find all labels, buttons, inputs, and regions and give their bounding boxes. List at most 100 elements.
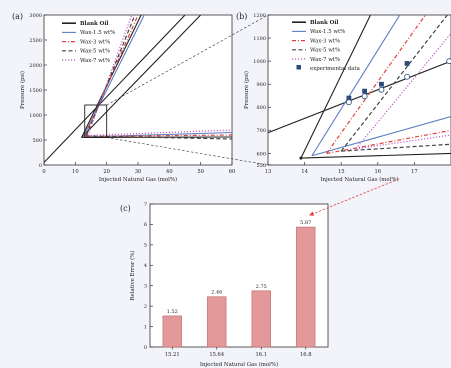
x-tick-label: 30 bbox=[135, 169, 142, 175]
series-line-wax-7-wt- bbox=[87, 129, 232, 137]
zoom-connector-line bbox=[106, 14, 269, 106]
legend: Blank Oil Wax-1.5 wt% Wax-3 wt% Wax-5 wt% Wa… bbox=[62, 21, 115, 64]
x-tick-label: 16 bbox=[374, 169, 381, 175]
bar bbox=[162, 315, 182, 348]
y-tick-label: 2000 bbox=[29, 63, 42, 69]
legend-entry: Wax-5 wt% bbox=[310, 48, 340, 54]
panel-label: (b) bbox=[236, 12, 247, 21]
zoom-box bbox=[84, 104, 108, 138]
panel-a: 0 10 20 30 40 50 60 0 500 1000 1500 2000 2500 3000 Inj… bbox=[12, 12, 235, 183]
y-tick-label: 800 bbox=[256, 105, 266, 111]
model-point bbox=[446, 58, 451, 65]
critical-point bbox=[299, 156, 303, 160]
x-tick-label: 0 bbox=[42, 169, 45, 175]
model-point bbox=[404, 73, 411, 80]
panel-b: 13 14 15 16 17 550 600 700 800 900 1000 1100 1200 Inj… bbox=[236, 12, 451, 183]
x-tick-label: 60 bbox=[229, 169, 236, 175]
y-tick-label: 0 bbox=[39, 163, 42, 169]
legend-entry: Wax-3 wt% bbox=[80, 39, 110, 45]
x-tick-label: 14 bbox=[301, 169, 308, 175]
legend-marker-square bbox=[296, 65, 301, 70]
y-tick-label: 1200 bbox=[253, 13, 266, 19]
x-axis-label: Injected Natural Gas (mol%) bbox=[99, 176, 177, 183]
bar-data-label: 1.52 bbox=[167, 309, 178, 315]
bar bbox=[207, 296, 227, 348]
legend-entry: Wax-3 wt% bbox=[310, 38, 340, 44]
x-tick-label: 10 bbox=[72, 169, 79, 175]
y-tick-label: 6 bbox=[144, 222, 147, 228]
y-tick-label: 5 bbox=[144, 243, 147, 249]
series-line-wax-7-wt- bbox=[355, 33, 451, 150]
series-line-wax-5-wt- bbox=[341, 143, 451, 152]
legend-entry: Blank Oil bbox=[80, 21, 108, 27]
bar bbox=[251, 290, 271, 348]
series-line-wax-3-wt- bbox=[326, 15, 426, 154]
bar-data-label: 2.75 bbox=[256, 284, 267, 290]
series-line-wax-5-wt- bbox=[340, 15, 448, 152]
panel-label: (a) bbox=[12, 12, 23, 21]
x-tick-label: 20 bbox=[103, 169, 110, 175]
legend-entry: Wax-1.5 wt% bbox=[310, 29, 345, 35]
y-tick-label: 900 bbox=[256, 82, 266, 88]
series-line-blank-oil bbox=[300, 152, 451, 159]
legend-entry: Wax-7 wt% bbox=[310, 57, 340, 63]
x-tick-label: 50 bbox=[197, 169, 204, 175]
series-line-wax-5-wt- bbox=[85, 15, 136, 137]
y-tick-label: 3000 bbox=[29, 13, 42, 19]
bar-data-label: 2.46 bbox=[211, 290, 222, 296]
plot-area bbox=[43, 14, 233, 166]
series-line-wax-7-wt- bbox=[87, 15, 133, 136]
series-line-wax-1-5-wt- bbox=[311, 15, 401, 157]
legend-entry: Wax-1.5 wt% bbox=[80, 30, 115, 36]
series-line-wax-5-wt- bbox=[86, 135, 232, 140]
experimental-point bbox=[379, 81, 384, 87]
y-axis-label: Relative Error (%) bbox=[129, 251, 136, 301]
panel-c: 0 1 2 3 4 5 6 7 1.52 15.21 2.46 15.64 2.75 16.1 5.87 16… bbox=[120, 202, 329, 368]
model-point bbox=[361, 93, 368, 100]
y-tick-label: 0 bbox=[144, 345, 147, 351]
bar-data-label: 5.87 bbox=[300, 220, 311, 226]
series-line-blank-oil bbox=[268, 60, 451, 134]
y-tick-label: 4 bbox=[144, 263, 147, 269]
bar bbox=[296, 226, 316, 348]
model-point bbox=[378, 86, 385, 93]
series-line-blank-oil bbox=[81, 15, 202, 138]
panel-label: (c) bbox=[120, 204, 131, 213]
legend-entry: Wax-5 wt% bbox=[80, 49, 110, 55]
series-line-wax-7-wt- bbox=[355, 134, 451, 150]
y-tick-label: 1000 bbox=[253, 59, 266, 65]
y-tick-label: 7 bbox=[144, 202, 147, 208]
legend-entry: Wax-7 wt% bbox=[80, 58, 110, 64]
series-line-blank-oil bbox=[300, 15, 371, 159]
x-tick-label: 13 bbox=[265, 169, 272, 175]
series-layer bbox=[44, 15, 232, 163]
x-tick-label: 15.21 bbox=[165, 352, 180, 358]
y-tick-label: 1000 bbox=[29, 113, 42, 119]
x-axis-label: Injected Natural Gas (mol%) bbox=[200, 361, 278, 368]
y-tick-label: 1 bbox=[144, 324, 147, 330]
highlight-arrow bbox=[309, 178, 400, 216]
y-tick-label: 3 bbox=[144, 284, 147, 290]
x-tick-label: 16.1 bbox=[255, 352, 267, 358]
y-tick-label: 1500 bbox=[29, 88, 42, 94]
y-tick-label: 550 bbox=[256, 163, 266, 169]
experimental-point bbox=[404, 61, 410, 66]
series-line-wax-3-wt- bbox=[84, 15, 139, 137]
x-tick-label: 15.64 bbox=[209, 352, 225, 358]
y-tick-label: 700 bbox=[256, 128, 266, 134]
y-tick-label: 500 bbox=[32, 138, 42, 144]
x-tick-label: 17 bbox=[411, 169, 418, 175]
legend-entry: experimental data bbox=[310, 66, 361, 72]
y-axis-label: Pressure (psi) bbox=[19, 71, 26, 109]
experimental-point bbox=[362, 88, 368, 94]
x-tick-label: 16.8 bbox=[300, 352, 312, 358]
y-tick-label: 2 bbox=[144, 304, 147, 310]
x-axis-label: Injected Natural Gas (mol%) bbox=[320, 176, 398, 183]
series-layer bbox=[268, 15, 451, 159]
series-line-wax-3-wt- bbox=[326, 129, 451, 155]
series-line-wax-1-5-wt- bbox=[311, 116, 451, 157]
legend: Blank Oil Wax-1.5 wt% Wax-3 wt% Wax-5 wt% Wa… bbox=[292, 20, 361, 72]
y-tick-label: 2500 bbox=[29, 38, 42, 44]
